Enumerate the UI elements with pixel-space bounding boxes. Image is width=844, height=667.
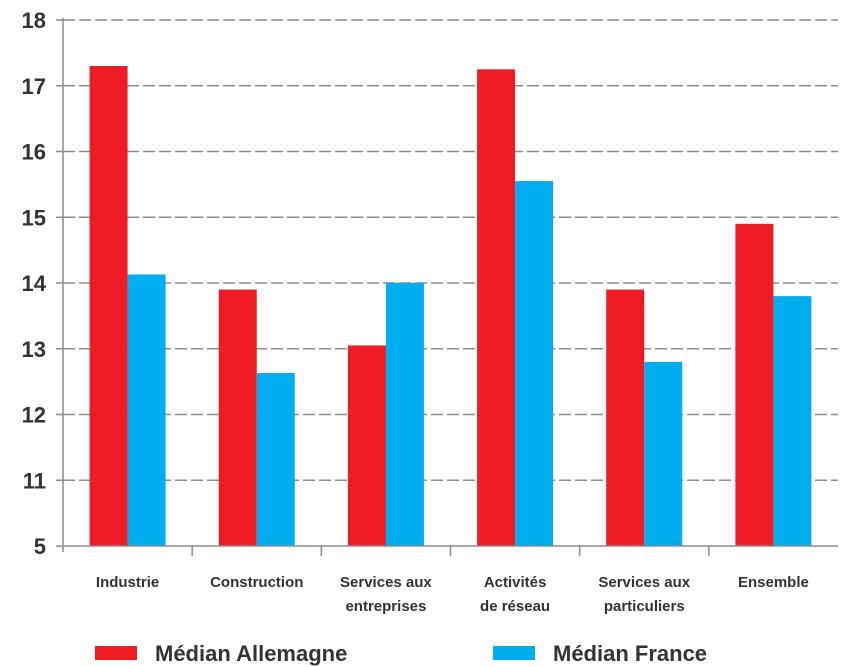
x-category-label: Industrie [96, 574, 159, 591]
x-category-label: Construction [210, 574, 303, 591]
gridlines [63, 19, 838, 481]
x-category-label: entreprises [345, 598, 426, 615]
bar-france [773, 296, 812, 546]
x-category-label: Services aux [598, 574, 690, 591]
bar-allemagne [89, 66, 128, 547]
bar-france [644, 361, 683, 546]
x-axis-labels: Industrie Construction Services aux entrepr… [96, 574, 809, 615]
bar-france [385, 283, 424, 546]
y-tick-label: 17 [22, 74, 46, 99]
x-category-label: particuliers [604, 598, 685, 615]
y-axis-ticks: 5 11 12 13 14 15 16 17 18 [22, 8, 63, 559]
legend-swatch [493, 646, 535, 660]
y-tick-label: 11 [23, 468, 46, 493]
bar-allemagne [218, 289, 257, 546]
bar-france [256, 373, 295, 546]
y-tick-label: 16 [22, 140, 46, 165]
x-category-label: Ensemble [738, 574, 809, 591]
y-tick-label: 5 [34, 534, 46, 559]
bars [89, 66, 812, 547]
axes [62, 18, 838, 556]
y-tick-label: 18 [22, 8, 46, 33]
legend-label: Médian Allemagne [155, 641, 347, 666]
x-category-label: Activités [484, 574, 547, 591]
bar-france [515, 181, 554, 546]
x-category-label: Services aux [340, 574, 432, 591]
legend-swatch [95, 646, 137, 660]
y-tick-label: 12 [22, 403, 46, 428]
y-tick-label: 14 [22, 271, 47, 296]
bar-allemagne [735, 223, 774, 546]
bar-allemagne [606, 289, 645, 546]
x-category-label: de réseau [480, 598, 550, 615]
bar-france [127, 274, 166, 546]
legend-label: Médian France [553, 641, 707, 666]
bar-allemagne [477, 69, 516, 546]
bar-allemagne [347, 345, 386, 546]
y-tick-label: 13 [22, 337, 46, 362]
y-tick-label: 15 [22, 205, 46, 230]
legend: Médian Allemagne Médian France [95, 641, 707, 666]
